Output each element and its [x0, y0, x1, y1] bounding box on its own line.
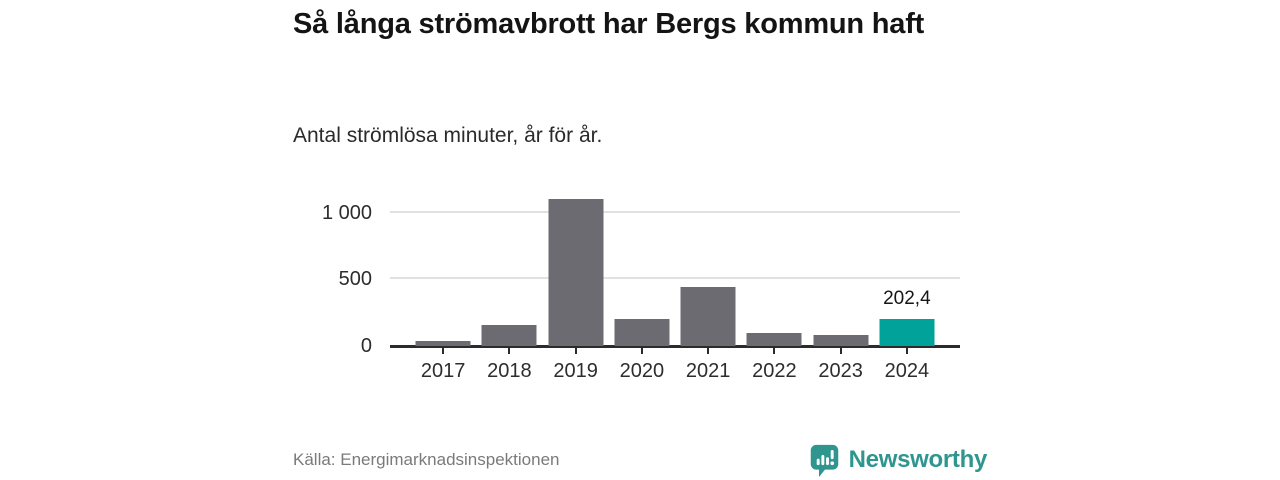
bar-2023 [813, 334, 869, 346]
axis-tick [905, 346, 908, 354]
bar-slot [808, 190, 874, 346]
bar-2024 [879, 319, 935, 346]
x-tick-label: 2024 [884, 360, 930, 382]
axis-tick [773, 346, 776, 354]
bar-slot [543, 190, 609, 346]
x-tick-label: 2017 [420, 360, 466, 382]
bar-slot [410, 190, 476, 346]
bar-slot [741, 190, 807, 346]
axis-tick [707, 346, 710, 354]
gridline [390, 210, 960, 213]
gridline [390, 277, 960, 280]
x-tick-label: 2022 [752, 360, 797, 382]
source-text: Källa: Energimarknadsinspektionen [293, 450, 560, 469]
bar-2020 [614, 319, 670, 346]
axis-tick [508, 346, 511, 354]
y-axis: 0 500 1 000 [293, 190, 372, 356]
bar-chart-speech-bubble-icon [810, 444, 838, 477]
axis-tick [574, 346, 577, 354]
y-tick-label: 1 000 [321, 201, 372, 224]
x-slot: 2020 [609, 346, 675, 383]
x-axis-labels: 2017 2018 2019 2020 2021 2022 2023 2024 [390, 346, 960, 383]
value-label: 202,4 [883, 288, 931, 310]
bar-slot [476, 190, 542, 346]
plot-area: 202,4 [390, 190, 960, 348]
chart-subtitle: Antal strömlösa minuter, år för år. [293, 124, 603, 147]
x-slot: 2023 [808, 346, 874, 383]
x-axis-line [390, 345, 960, 348]
y-tick-label: 500 [338, 268, 372, 291]
chart-title: Så långa strömavbrott har Bergs kommun h… [293, 8, 925, 40]
bar-slot: 202,4 [874, 190, 940, 346]
chart-card: Så långa strömavbrott har Bergs kommun h… [293, 0, 987, 480]
x-tick-label: 2021 [685, 360, 731, 382]
x-slot: 2024 [874, 346, 940, 383]
bar-2019 [548, 199, 604, 346]
bars-container: 202,4 [390, 190, 960, 346]
bar-slot [609, 190, 675, 346]
newsworthy-logo: Newsworthy [808, 443, 987, 478]
x-tick-label: 2018 [487, 360, 532, 382]
bar-2018 [481, 325, 537, 346]
x-slot: 2019 [543, 346, 609, 383]
bar-2022 [746, 332, 802, 346]
x-tick-label: 2023 [818, 360, 863, 382]
y-tick-label: 0 [360, 335, 372, 357]
axis-tick [640, 346, 643, 354]
x-tick-label: 2019 [553, 360, 598, 382]
bar-chart: 0 500 1 000 202,4 2017 2018 2019 2020 2021 2022… [293, 190, 967, 382]
x-slot: 2018 [476, 346, 542, 383]
bar-2017 [415, 341, 471, 346]
x-slot: 2021 [675, 346, 741, 383]
brand-name: Newsworthy [848, 446, 988, 473]
bar-slot [675, 190, 741, 346]
bar-2021 [680, 287, 736, 346]
x-slot: 2022 [741, 346, 807, 383]
axis-tick [442, 346, 445, 354]
axis-tick [839, 346, 842, 354]
x-slot: 2017 [410, 346, 476, 383]
footer: Källa: Energimarknadsinspektionen Newswo… [293, 441, 987, 479]
x-tick-label: 2020 [619, 360, 665, 382]
